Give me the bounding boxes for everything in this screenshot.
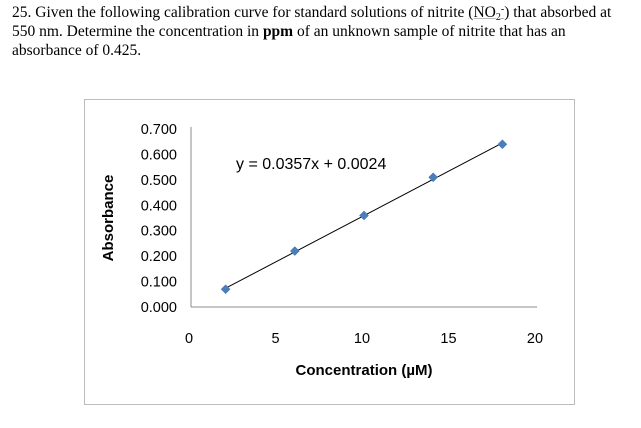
data-point <box>220 284 231 295</box>
y-axis-title: Absorbance <box>100 175 117 262</box>
y-tick-label: 0.600 <box>141 147 177 163</box>
x-tick-label: 5 <box>271 331 279 347</box>
question-number: 25. <box>12 4 32 21</box>
question-text-a: Given the following calibration curve fo… <box>35 4 465 21</box>
question-text-b: that absorbed at 550 nm. Determine the c… <box>12 4 612 40</box>
y-tick-label: 0.000 <box>141 300 177 316</box>
data-point <box>428 172 439 183</box>
data-point <box>289 246 300 256</box>
y-tick-label: 0.200 <box>141 249 177 265</box>
calibration-chart: 0.000 0.100 0.200 0.300 0.400 0.500 0.600 0.700… <box>84 99 575 405</box>
x-axis-title: Concentration (µM) <box>296 362 433 379</box>
question-text-c: of an unknown sample of nitrite that has… <box>12 23 566 59</box>
data-point <box>359 210 369 221</box>
question-text: 25. Given the following calibration curv… <box>12 3 632 60</box>
trendline-equation: y = 0.0357x + 0.0024 <box>236 156 386 173</box>
chart-svg: 0.000 0.100 0.200 0.300 0.400 0.500 0.600 0.700… <box>100 122 543 379</box>
question-bold-unit: ppm <box>262 23 294 40</box>
x-tick-label: 20 <box>527 331 543 347</box>
y-tick-label: 0.100 <box>141 275 177 291</box>
y-tick-label: 0.500 <box>141 173 177 189</box>
y-tick-label: 0.300 <box>141 224 177 240</box>
x-tick-label: 0 <box>185 331 193 347</box>
y-tick-label: 0.400 <box>141 198 177 214</box>
y-tick-label: 0.700 <box>141 122 177 138</box>
nitrite-formula: (NO2-) <box>468 4 510 23</box>
x-tick-label: 15 <box>440 331 456 347</box>
data-point <box>497 139 508 150</box>
x-tick-label: 10 <box>354 331 370 347</box>
